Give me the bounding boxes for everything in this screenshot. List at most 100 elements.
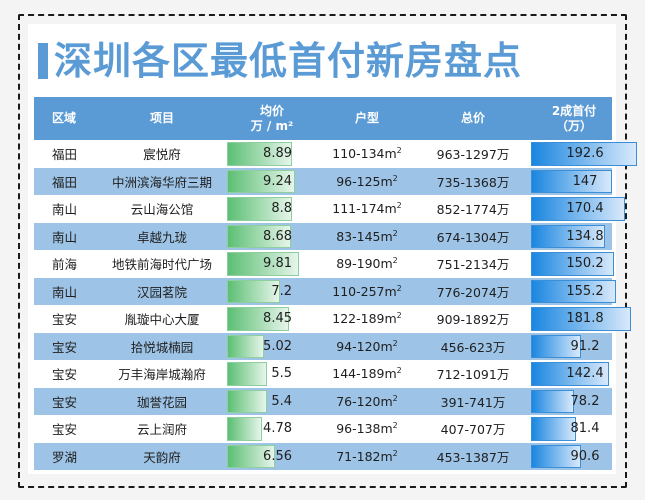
cell-price: 9.24 <box>220 168 324 196</box>
region-text: 宝安 <box>52 312 78 328</box>
cell-total: 963-1297万 <box>410 140 536 168</box>
region-text: 福田 <box>52 147 78 163</box>
cell-price: 8.8 <box>220 195 324 223</box>
type-text: 122-189m2 <box>332 311 402 327</box>
cell-down-payment: 181.8 <box>531 305 631 333</box>
cell-price: 7.2 <box>220 278 324 306</box>
total-text: 407-707万 <box>440 422 506 438</box>
price-text: 7.2 <box>271 283 292 299</box>
cell-down-payment: 147 <box>531 168 612 196</box>
price-data-bar <box>227 334 264 358</box>
cell-project: 万丰海岸城瀚府 <box>104 360 220 388</box>
cell-type: 111-174m2 <box>324 195 410 223</box>
cell-project: 拾悦城楠园 <box>104 333 220 361</box>
project-text: 地铁前海时代广场 <box>111 257 212 273</box>
project-text: 宸悦府 <box>143 147 181 163</box>
project-text: 万丰海岸城瀚府 <box>118 367 206 383</box>
cell-type: 96-125m2 <box>324 168 410 196</box>
table-row: 南山 汉园茗院 7.2 110-257m2 776-2074万 155.2 <box>34 277 616 306</box>
down-payment-text: 90.6 <box>570 448 600 464</box>
total-text: 909-1892万 <box>436 312 510 328</box>
cell-total: 456-623万 <box>410 333 536 361</box>
cell-type: 110-257m2 <box>324 278 410 306</box>
cell-region: 前海 <box>34 250 104 278</box>
region-text: 南山 <box>52 229 78 245</box>
cell-project: 地铁前海时代广场 <box>104 250 220 278</box>
down-payment-text: 192.6 <box>566 146 604 162</box>
down-payment-data-bar <box>531 417 576 441</box>
cell-region: 南山 <box>34 223 104 251</box>
down-payment-text: 91.2 <box>570 338 600 354</box>
header-price-line2: 万 / m² <box>250 118 294 133</box>
project-text: 天韵府 <box>143 449 181 465</box>
cell-total: 751-2134万 <box>410 250 536 278</box>
down-payment-data-bar <box>531 444 581 468</box>
down-payment-text: 170.4 <box>566 201 604 217</box>
price-text: 9.24 <box>263 173 292 189</box>
down-payment-data-bar <box>531 279 616 303</box>
table-row: 罗湖 天韵府 6.56 71-182m2 453-1387万 90.6 <box>34 442 612 471</box>
price-data-bar <box>227 252 299 276</box>
total-text: 751-2134万 <box>436 257 510 273</box>
cell-down-payment: 155.2 <box>531 278 616 306</box>
cell-type: 89-190m2 <box>324 250 410 278</box>
cell-total: 909-1892万 <box>410 305 536 333</box>
down-payment-data-bar <box>531 334 581 358</box>
cell-project: 胤璇中心大厦 <box>104 305 220 333</box>
down-payment-data-bar <box>531 307 631 331</box>
table-row: 宝安 拾悦城楠园 5.02 94-120m2 456-623万 91.2 <box>34 332 612 361</box>
housing-table: 区域 项目 均价 万 / m² 户型 总价 2成首付 （万） 福田 宸悦府 8.89… <box>34 97 637 471</box>
cell-total: 776-2074万 <box>410 278 536 306</box>
cell-type: 122-189m2 <box>324 305 410 333</box>
cell-price: 9.81 <box>220 250 324 278</box>
price-text: 8.68 <box>263 228 292 244</box>
price-data-bar <box>227 197 292 221</box>
cell-down-payment: 192.6 <box>531 140 637 168</box>
dashed-frame <box>18 14 627 488</box>
table-row: 南山 云山海公馆 8.8 111-174m2 852-1774万 170.4 <box>34 195 625 223</box>
down-payment-text: 142.4 <box>566 366 604 382</box>
cell-project: 云山海公馆 <box>104 195 220 223</box>
cell-type: 144-189m2 <box>324 360 410 388</box>
cell-down-payment: 150.2 <box>531 250 614 278</box>
total-text: 456-623万 <box>440 339 506 355</box>
down-payment-text: 181.8 <box>566 311 604 327</box>
price-data-bar <box>227 389 267 413</box>
table-row: 福田 宸悦府 8.89 110-134m2 963-1297万 192.6 <box>34 140 637 168</box>
cell-total: 852-1774万 <box>410 195 536 223</box>
down-payment-data-bar <box>531 224 605 248</box>
price-text: 8.89 <box>263 146 292 162</box>
price-text: 8.45 <box>263 311 292 327</box>
cell-type: 96-138m2 <box>324 415 410 443</box>
cell-region: 宝安 <box>34 305 104 333</box>
cell-region: 宝安 <box>34 388 104 416</box>
page-title: 深圳各区最低首付新房盘点 <box>54 39 523 83</box>
cell-region: 福田 <box>34 140 104 168</box>
cell-type: 83-145m2 <box>324 223 410 251</box>
cell-price: 6.56 <box>220 443 324 471</box>
price-text: 5.02 <box>263 338 292 354</box>
total-text: 776-2074万 <box>436 284 510 300</box>
cell-region: 福田 <box>34 168 104 196</box>
price-data-bar <box>227 362 267 386</box>
type-text: 96-125m2 <box>336 173 398 189</box>
cell-region: 宝安 <box>34 360 104 388</box>
cell-project: 天韵府 <box>104 443 220 471</box>
cell-down-payment: 91.2 <box>531 333 612 361</box>
cell-total: 407-707万 <box>410 415 536 443</box>
cell-down-payment: 78.2 <box>531 388 612 416</box>
table-row: 福田 中洲滨海华府三期 9.24 96-125m2 735-1368万 147 <box>34 167 612 196</box>
cell-project: 中洲滨海华府三期 <box>104 168 220 196</box>
region-text: 南山 <box>52 202 78 218</box>
down-payment-text: 147 <box>572 173 598 189</box>
price-text: 8.8 <box>271 201 292 217</box>
region-text: 宝安 <box>52 367 78 383</box>
project-text: 云上润府 <box>136 422 187 438</box>
project-text: 珈誉花园 <box>136 394 187 410</box>
total-text: 674-1304万 <box>436 229 510 245</box>
region-text: 南山 <box>52 284 78 300</box>
total-text: 963-1297万 <box>436 147 510 163</box>
region-text: 前海 <box>52 257 78 273</box>
region-text: 福田 <box>52 174 78 190</box>
project-text: 云山海公馆 <box>130 202 194 218</box>
